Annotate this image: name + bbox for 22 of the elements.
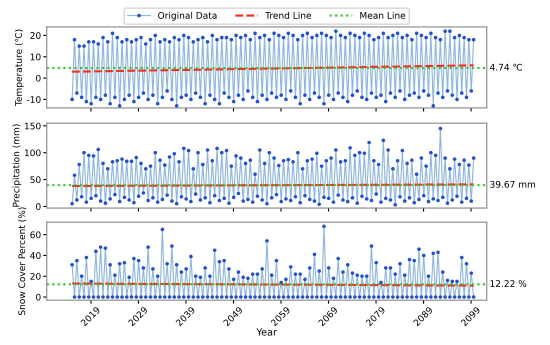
y-tick-label: 40 bbox=[30, 252, 41, 260]
legend-label: Trend Line bbox=[265, 12, 312, 19]
text: 12.22 % bbox=[490, 280, 526, 287]
y-tick-label: 60 bbox=[30, 231, 41, 238]
y-axis-title: Temperature (℃) bbox=[14, 30, 24, 106]
y-tick-label: 150 bbox=[24, 122, 41, 130]
y-tick-label: 100 bbox=[24, 149, 41, 156]
y-tick-label: 50 bbox=[30, 176, 41, 184]
text: 39.67 mm bbox=[490, 180, 536, 188]
x-axis-title: Year bbox=[256, 328, 278, 336]
y-axis-title: Precipitation (mm) bbox=[12, 124, 22, 207]
legend-label: Mean Line bbox=[360, 12, 406, 19]
y-tick-label: 20 bbox=[30, 272, 41, 280]
text: 4.74 ℃ bbox=[490, 64, 522, 71]
y-tick-label: 20 bbox=[30, 32, 41, 39]
y-tick-label: 10 bbox=[30, 54, 41, 60]
y-tick-label: 0 bbox=[36, 203, 41, 210]
legend-label: Original Data bbox=[158, 12, 217, 21]
y-tick-label: 0 bbox=[36, 294, 41, 301]
y-tick-label: -10 bbox=[26, 96, 41, 104]
y-axis-title: Snow Cover Percent (%) bbox=[18, 207, 26, 316]
y-tick-label: 0 bbox=[36, 74, 41, 82]
